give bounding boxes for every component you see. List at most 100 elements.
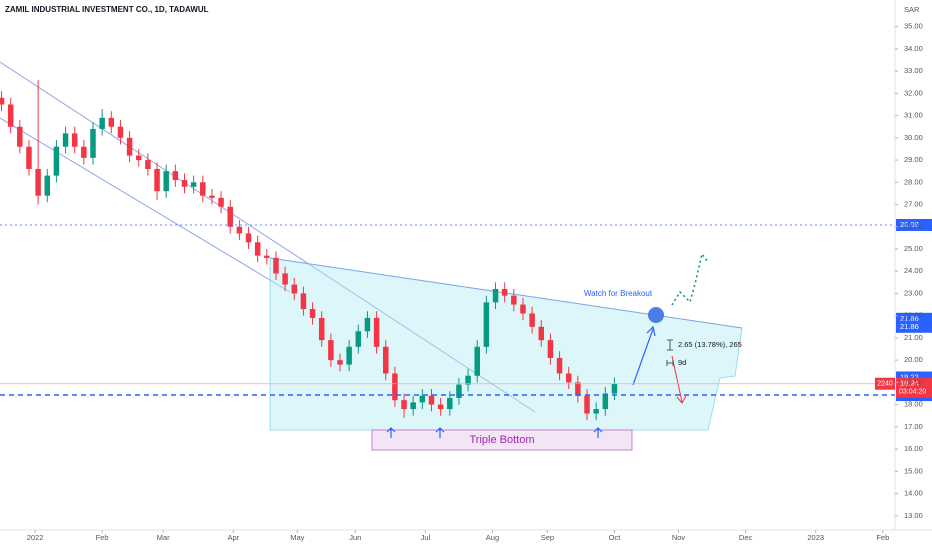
candle-body xyxy=(318,317,325,341)
x-tick-label: Mar xyxy=(157,533,170,542)
currency-label: SAR xyxy=(904,5,920,14)
candles xyxy=(0,80,618,421)
x-tick-label: Dec xyxy=(739,533,753,542)
candle-body xyxy=(181,180,188,187)
candle-body xyxy=(410,402,416,410)
candle-body xyxy=(26,146,32,169)
candle-body xyxy=(190,182,197,187)
measure-label: 2.65 (13.78%), 265 xyxy=(678,340,742,349)
candle-body xyxy=(529,313,535,327)
y-tick-label: 30.00 xyxy=(904,133,923,142)
y-tick-label: 16.00 xyxy=(904,444,923,453)
candle-body xyxy=(575,382,581,396)
y-tick-label: 23.00 xyxy=(904,288,923,297)
candle-body xyxy=(547,340,554,358)
x-tick-label: Jul xyxy=(421,533,431,542)
candle-body xyxy=(300,293,307,310)
candle-body xyxy=(126,137,133,156)
x-tick-label: Jun xyxy=(349,533,361,542)
candle-body xyxy=(209,195,215,198)
bottom-arrows xyxy=(386,427,603,438)
last-price-box xyxy=(896,377,932,398)
y-tick-label: 20.00 xyxy=(904,355,923,364)
pattern-label: Triple Bottom xyxy=(469,434,534,446)
candle-body xyxy=(7,104,14,127)
candle-body xyxy=(282,273,288,285)
candle-body xyxy=(273,257,279,274)
candle-body xyxy=(474,346,480,376)
y-tick-label: 33.00 xyxy=(904,66,923,75)
y-tick-label: 18.00 xyxy=(904,400,923,409)
duration-label: 9d xyxy=(678,358,686,367)
down-arrow xyxy=(671,355,687,404)
candle-body xyxy=(117,126,124,138)
candle-body xyxy=(108,117,115,127)
candle-body xyxy=(264,255,270,258)
x-tick-label: Feb xyxy=(876,533,889,542)
x-tick-label: Apr xyxy=(227,533,239,542)
candle-body xyxy=(53,146,60,176)
candle-body xyxy=(565,373,572,383)
candle-body xyxy=(245,233,252,243)
side-label: 2240 xyxy=(877,381,893,388)
candle-body xyxy=(584,395,590,414)
candle-body xyxy=(90,128,96,158)
projection-path xyxy=(671,252,709,306)
candle-body xyxy=(99,117,105,129)
candle-body xyxy=(602,393,609,410)
x-tick-label: Oct xyxy=(609,533,622,542)
price-label-box xyxy=(896,218,932,231)
chart-title: ZAMIL INDUSTRIAL INVESTMENT CO., 1D, TAD… xyxy=(5,5,209,14)
candle-body xyxy=(428,395,435,405)
y-tick-label: 34.00 xyxy=(904,44,923,53)
y-tick-label: 14.00 xyxy=(904,489,923,498)
y-tick-label: 29.00 xyxy=(904,155,923,164)
breakout-arrow xyxy=(632,325,656,386)
y-tick-label: 25.00 xyxy=(904,244,923,253)
candle-body xyxy=(419,395,426,403)
candle-body xyxy=(373,317,380,347)
x-tick-label: 2023 xyxy=(807,533,824,542)
candle-body xyxy=(355,331,362,347)
candle-body xyxy=(145,160,151,169)
y-tick-label: 26.00 xyxy=(904,222,923,231)
candle-body xyxy=(236,226,243,234)
y-tick-label: 22.00 xyxy=(904,311,923,320)
y-tick-label: 32.00 xyxy=(904,88,923,97)
side-label-box xyxy=(875,377,895,390)
candle-body xyxy=(163,171,169,192)
candle-body xyxy=(218,197,224,207)
candle-body xyxy=(71,133,78,147)
duration-icon xyxy=(666,360,674,366)
candle-body xyxy=(328,340,334,361)
candle-body xyxy=(593,409,599,414)
candle-body xyxy=(492,289,499,303)
y-tick-label: 27.00 xyxy=(904,200,923,209)
y-tick-label: 31.00 xyxy=(904,111,923,120)
candle-body xyxy=(200,182,206,196)
price-label: 21.86 xyxy=(900,314,919,323)
price-label: 19.22 xyxy=(900,372,919,381)
candle-body xyxy=(35,168,41,196)
x-tick-label: Feb xyxy=(96,533,109,542)
x-tick-label: 2022 xyxy=(27,533,44,542)
candle-body xyxy=(383,346,389,374)
candle-body xyxy=(538,326,545,341)
candle-body xyxy=(456,384,462,398)
candle-body xyxy=(227,206,233,227)
candle-body xyxy=(501,289,508,296)
candle-body xyxy=(611,383,618,394)
price-label-box xyxy=(896,320,932,333)
candle-body xyxy=(483,302,490,347)
candle-body xyxy=(17,126,23,147)
channel-line xyxy=(0,61,536,413)
y-tick-label: 21.00 xyxy=(904,333,923,342)
candle-body xyxy=(401,400,407,410)
pattern-box xyxy=(371,429,633,451)
x-tick-label: May xyxy=(290,533,304,542)
candle-body xyxy=(511,295,517,305)
breakout-label: Watch for Breakout xyxy=(584,289,653,298)
candle-body xyxy=(447,397,453,410)
